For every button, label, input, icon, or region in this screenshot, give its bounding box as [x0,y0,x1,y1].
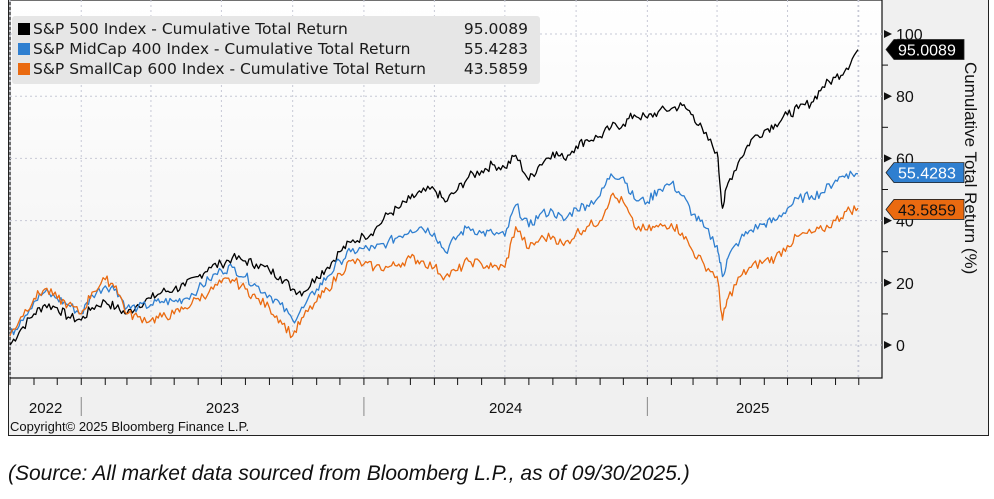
source-note: (Source: All market data sourced from Bl… [8,462,690,485]
y-tick-marker [884,30,892,38]
x-year-label: 2024 [489,400,522,417]
legend-swatch-icon [18,23,30,35]
x-axis: 2022 2023 2024 2025 [9,378,860,417]
series-line-0 [9,49,859,346]
legend-value: 95.0089 [463,20,528,38]
series-lines [9,49,859,346]
legend-label: S&P SmallCap 600 Index - Cumulative Tota… [33,60,426,78]
last-value-label-text: 55.4283 [898,166,956,183]
x-year-label: 2025 [736,400,769,417]
legend-label: S&P 500 Index - Cumulative Total Return [33,20,348,38]
legend: S&P 500 Index - Cumulative Total Return … [12,16,540,84]
y-tick-marker [884,92,892,101]
legend-label: S&P MidCap 400 Index - Cumulative Total … [33,40,411,58]
last-value-label-text: 95.0089 [898,43,956,60]
y-tick-marker [884,154,892,163]
legend-swatch-icon [18,43,30,55]
last-value-label-box [885,162,965,184]
legend-value: 43.5859 [463,60,528,78]
copyright-text: Copyright© 2025 Bloomberg Finance L.P. [10,419,250,434]
legend-swatch-icon [18,63,30,75]
last-value-label-box [885,199,965,220]
y-tick-marker [884,216,892,225]
series-line-1 [9,170,859,336]
y-tick-label: 20 [896,276,914,293]
y-tick-marker [884,278,892,287]
y-tick-label: 0 [896,338,905,355]
y-tick-marker [884,341,892,349]
x-year-label: 2022 [29,400,62,417]
y-axis-title-text: Cumulative Total Return (%) [961,62,980,275]
series-line-2 [9,192,859,339]
x-year-label: 2023 [206,400,239,417]
legend-value: 55.4283 [463,40,528,58]
last-value-label-box [885,39,965,60]
legend-item-smallcap600: S&P SmallCap 600 Index - Cumulative Tota… [18,59,534,79]
legend-item-midcap400: S&P MidCap 400 Index - Cumulative Total … [18,39,534,59]
last-value-label-text: 43.5859 [898,202,956,219]
y-tick-label: 80 [896,89,914,106]
legend-item-sp500: S&P 500 Index - Cumulative Total Return … [18,19,534,39]
last-value-labels: 95.0089 55.4283 43.5859 [885,39,965,220]
y-axis-title: Cumulative Total Return (%) [958,62,980,322]
